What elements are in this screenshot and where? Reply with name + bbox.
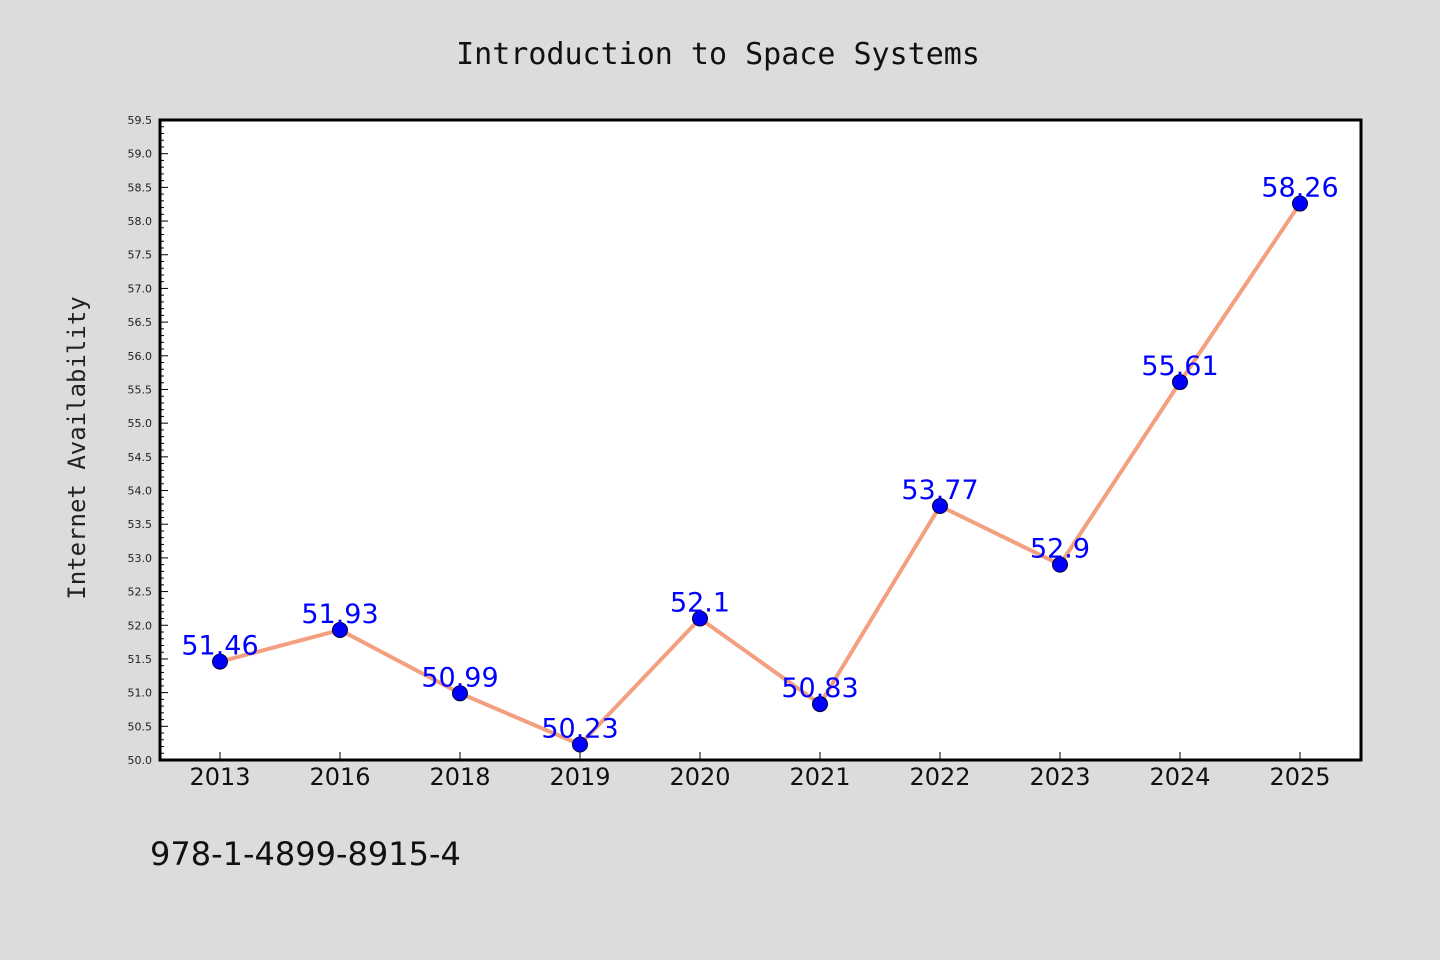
x-tick-label: 2021 xyxy=(789,763,850,791)
data-point xyxy=(332,621,348,638)
y-tick-label: 52.5 xyxy=(128,586,153,599)
data-label: 52.1 xyxy=(670,588,730,619)
x-axis: 2013 2016 2018 2019 2020 2021 2022 2023 2024 2025 xyxy=(189,752,1331,791)
data-label: 51.46 xyxy=(181,631,258,662)
y-tick-label: 56.0 xyxy=(128,350,153,363)
x-tick-label: 2025 xyxy=(1269,763,1330,791)
data-label: 50.99 xyxy=(421,662,498,693)
data-label: 51.93 xyxy=(301,599,378,630)
y-tick-label: 52.0 xyxy=(128,619,153,632)
data-point xyxy=(692,610,708,627)
x-tick-label: 2018 xyxy=(429,763,490,791)
y-tick-label: 51.5 xyxy=(128,653,153,666)
data-points xyxy=(212,195,1308,753)
y-tick-label: 57.0 xyxy=(128,282,153,295)
data-label: 53.77 xyxy=(901,475,978,506)
data-point xyxy=(452,685,468,702)
y-tick-label: 58.5 xyxy=(128,181,153,194)
x-tick-label: 2020 xyxy=(669,763,730,791)
series-line-group xyxy=(218,201,1302,747)
data-point xyxy=(1172,374,1188,391)
y-tick-label: 54.5 xyxy=(128,451,153,464)
data-point xyxy=(932,498,948,515)
y-tick-label: 53.0 xyxy=(128,552,153,565)
y-tick-label: 50.5 xyxy=(128,720,153,733)
data-point xyxy=(812,696,828,713)
data-label: 52.9 xyxy=(1030,534,1090,565)
y-tick-label: 56.5 xyxy=(128,316,153,329)
data-point xyxy=(212,653,228,670)
x-tick-label: 2024 xyxy=(1149,763,1210,791)
data-point xyxy=(572,736,588,753)
y-tick-label: 55.0 xyxy=(128,417,153,430)
chart-title: Introduction to Space Systems xyxy=(456,37,980,72)
y-tick-label: 59.0 xyxy=(128,148,153,161)
x-tick-label: 2019 xyxy=(549,763,610,791)
y-tick-label: 50.0 xyxy=(128,754,153,767)
y-axis: 50.0 50.5 51.0 51.5 52.0 52.5 53.0 53.5 54.0 54.5… xyxy=(128,114,168,767)
y-tick-label: 53.5 xyxy=(128,518,153,531)
isbn-annotation: 978-1-4899-8915-4 xyxy=(150,835,461,873)
series-line xyxy=(218,201,1302,747)
y-axis-label: Internet Availability xyxy=(63,296,91,599)
data-point xyxy=(1292,195,1308,212)
x-tick-label: 2023 xyxy=(1029,763,1090,791)
y-tick-label: 58.0 xyxy=(128,215,153,228)
data-label: 55.61 xyxy=(1141,351,1218,382)
data-label: 50.83 xyxy=(781,673,858,704)
x-tick-label: 2013 xyxy=(189,763,250,791)
x-tick-label: 2022 xyxy=(909,763,970,791)
plot-area xyxy=(158,118,1363,762)
y-tick-label: 57.5 xyxy=(128,249,153,262)
data-label: 50.23 xyxy=(541,714,618,745)
x-tick-label: 2016 xyxy=(309,763,370,791)
data-label: 58.26 xyxy=(1261,173,1338,204)
y-tick-label: 51.0 xyxy=(128,687,153,700)
data-labels: 51.46 51.93 50.99 50.23 52.1 50.83 53.77 52.9 55… xyxy=(181,173,1338,745)
y-tick-label: 54.0 xyxy=(128,485,153,498)
y-tick-label: 55.5 xyxy=(128,383,153,396)
y-tick-label: 59.5 xyxy=(128,114,153,127)
data-point xyxy=(1052,556,1068,573)
